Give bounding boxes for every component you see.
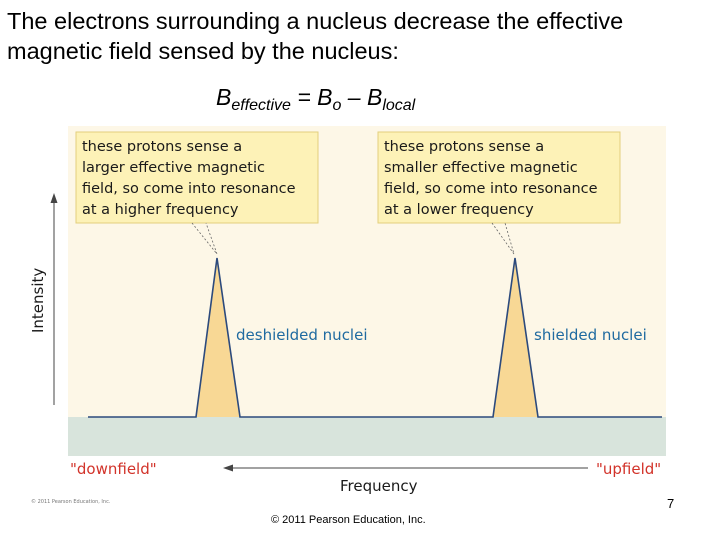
slide-title: The electrons surrounding a nucleus decr… [7, 8, 624, 64]
page-number: 7 [667, 496, 675, 511]
equation-sub-zero: o [332, 97, 342, 114]
equation-minus: – [341, 84, 367, 110]
callout-left-box [75, 131, 319, 224]
equation-sub-local: local [382, 97, 416, 114]
equation-b-local: B [366, 84, 383, 110]
callout-left-text: these protons sense a larger effective m… [82, 139, 300, 218]
shielding-equation: Beffective = Bo – Blocal [216, 84, 416, 114]
peak-left-fill [196, 258, 240, 417]
x-axis-arrowhead [223, 464, 233, 472]
callout-right-box [377, 131, 621, 224]
copyright-notice: © 2011 Pearson Education, Inc. [271, 514, 426, 526]
equation-sub-effective: effective [231, 97, 291, 114]
baseline-band [68, 417, 666, 456]
peak-right-label: shielded nuclei [534, 326, 647, 344]
callout-right-pointer [491, 222, 515, 255]
callout-right-text: these protons sense a smaller effective … [384, 139, 602, 218]
peak-left-label: deshielded nuclei [236, 326, 368, 344]
spectrum-line [88, 257, 662, 418]
equation-b-zero: B [317, 84, 333, 110]
upfield-label: "upfield" [596, 460, 661, 478]
peak-right-fill [493, 258, 538, 417]
equation-equals: = [290, 84, 318, 110]
y-axis-label: Intensity [29, 268, 47, 333]
y-axis-arrowhead [50, 193, 58, 203]
equation-b-effective: B [216, 84, 232, 110]
figure-credit: © 2011 Pearson Education, Inc. [31, 498, 111, 505]
x-axis-label: Frequency [340, 477, 418, 495]
callout-left-pointer [191, 222, 218, 255]
downfield-label: "downfield" [70, 460, 157, 478]
